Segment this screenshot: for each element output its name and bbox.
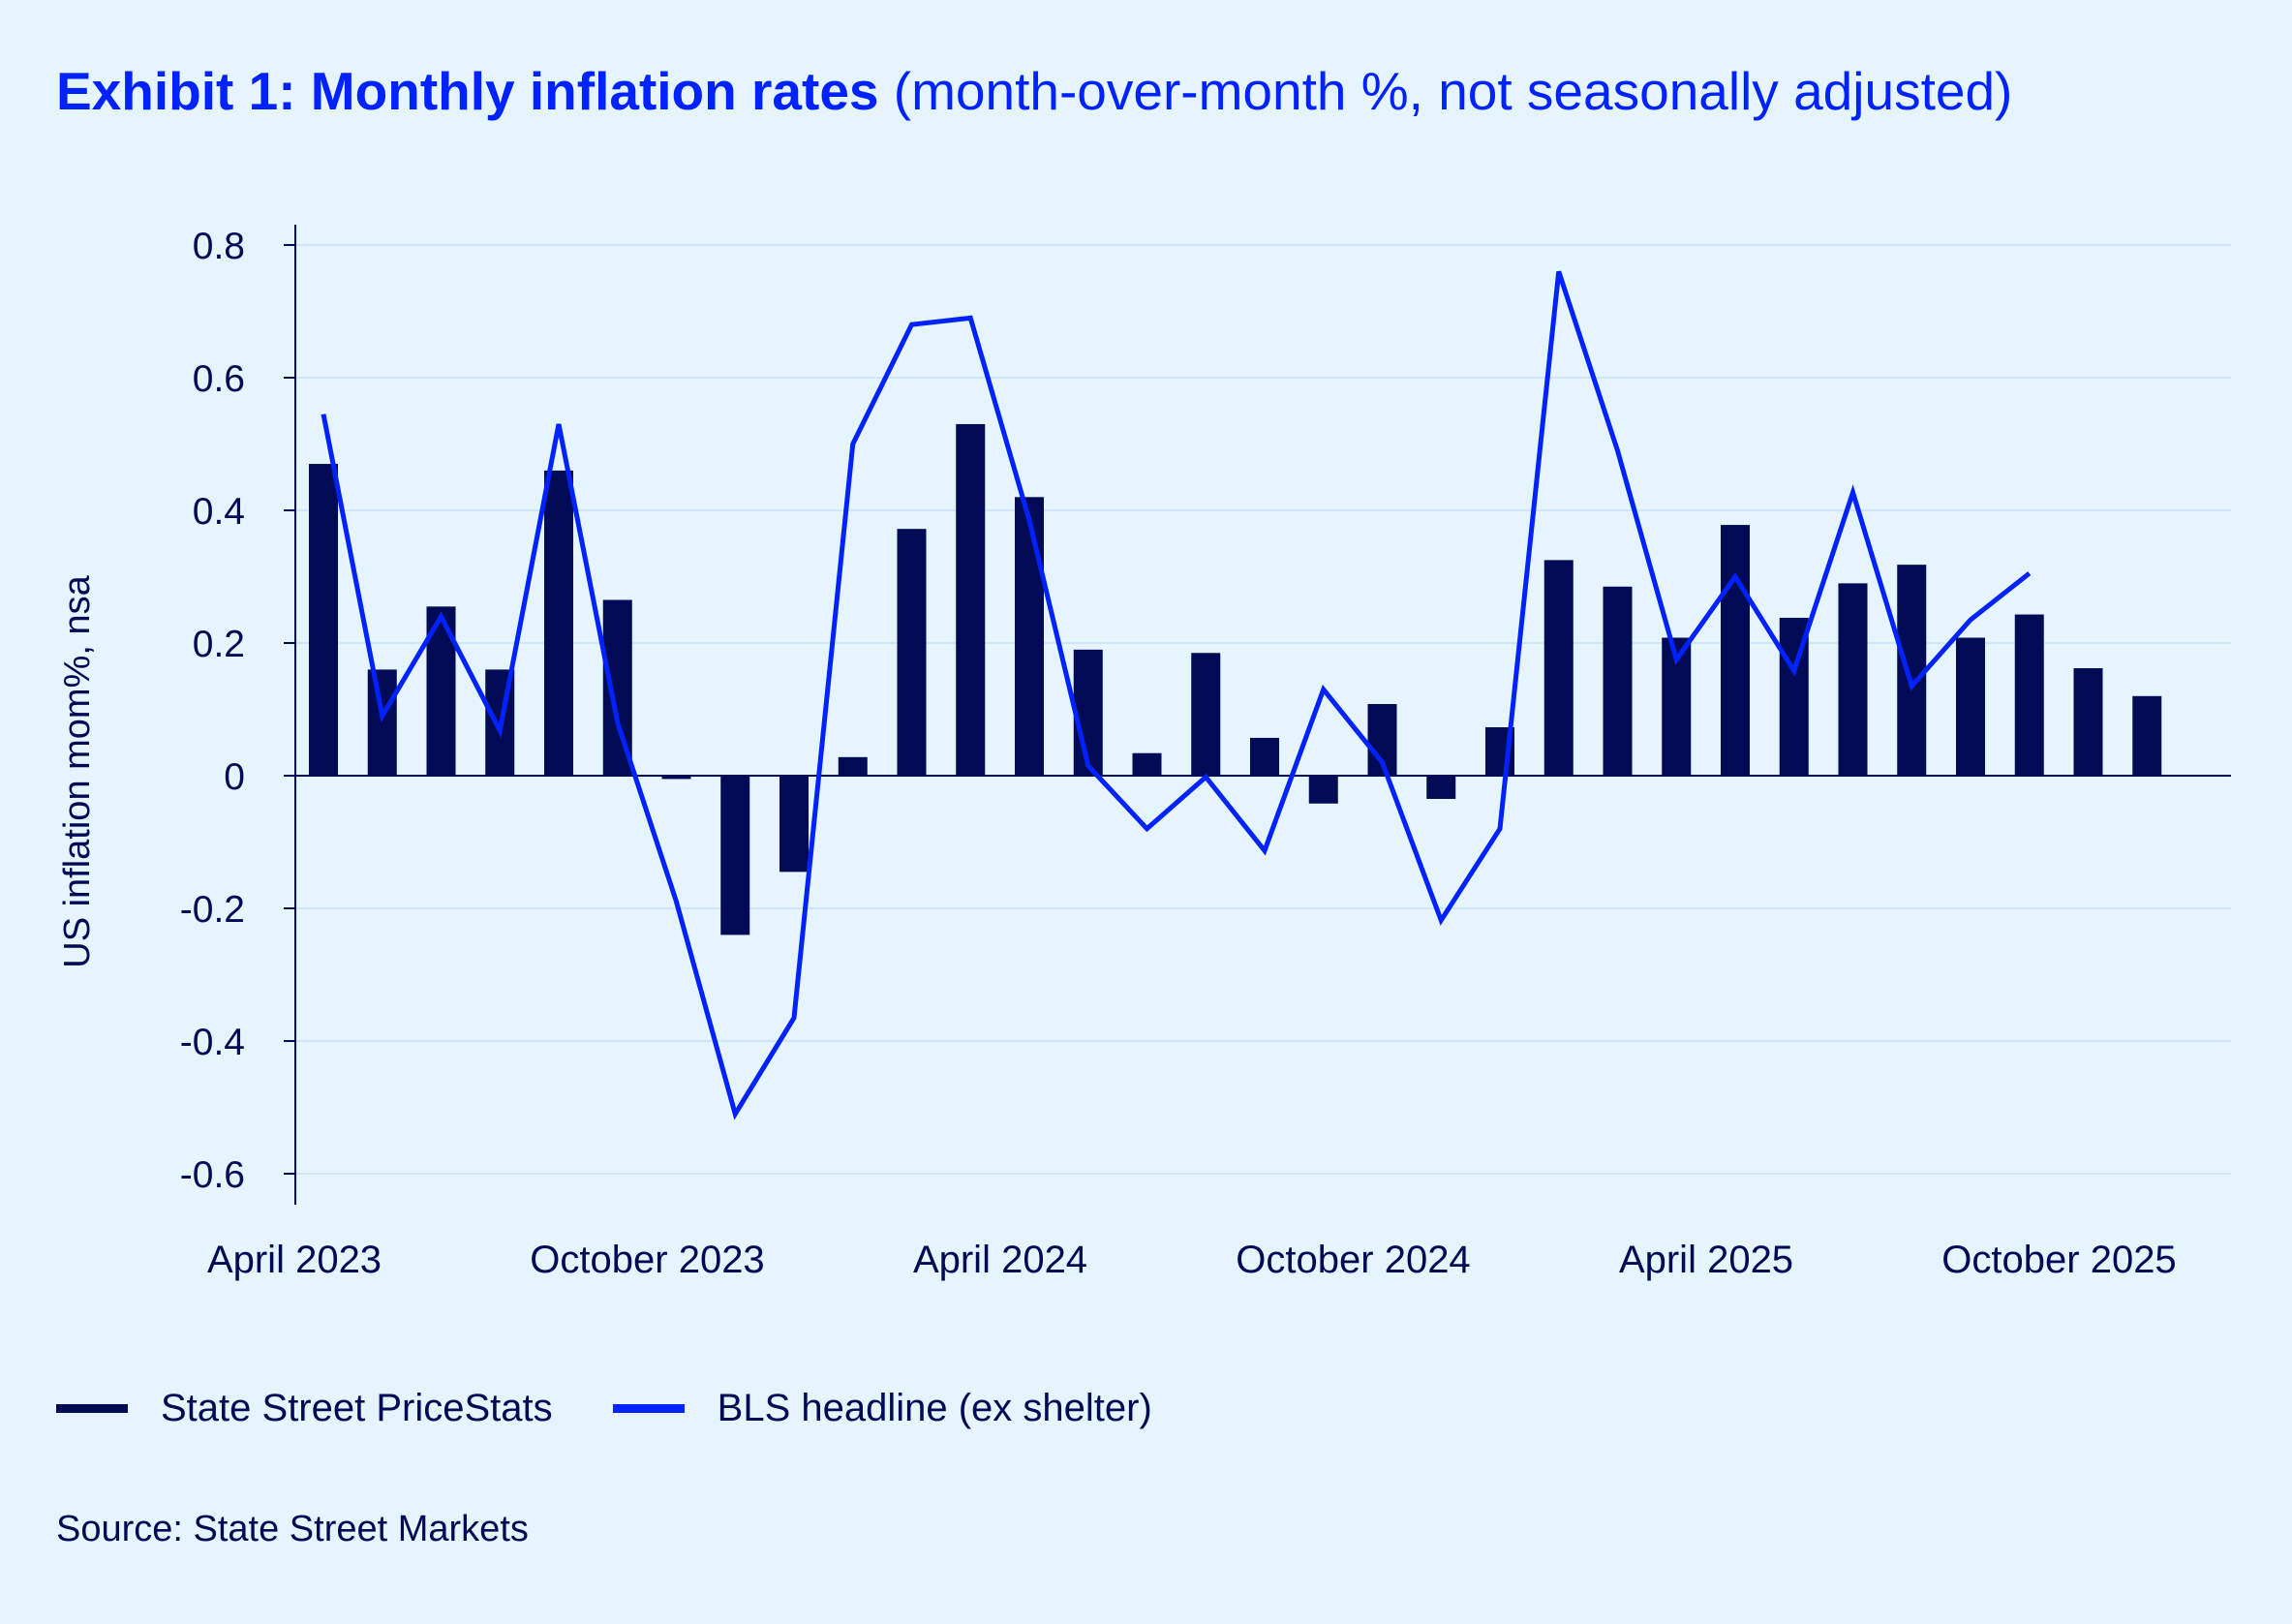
legend-swatch-bars [56,1404,128,1413]
legend-item-bls: BLS headline (ex shelter) [612,1387,1152,1430]
bar-apr-2023 [309,464,338,776]
bar-jan-2024 [838,756,868,776]
y-tick-label: -0.4 [180,1022,245,1063]
bar-jun-2025 [1838,583,1868,776]
bar-feb-2025 [1603,586,1633,776]
y-tick-label: 0.6 [193,358,245,400]
y-tick-label: 0.2 [193,624,245,665]
bar-nov-2023 [720,776,750,935]
y-axis-label: US inflation mom%, nsa [57,574,98,967]
bar-aug-2024 [1250,737,1279,776]
bar-sep-2025 [2014,614,2044,776]
bar-dec-2023 [779,776,809,873]
bar-jun-2024 [1132,752,1162,776]
bar-aug-2025 [1956,637,1985,776]
bar-oct-2025 [2073,668,2103,776]
bar-jul-2024 [1191,653,1221,776]
y-tick-label: 0 [224,756,245,798]
legend-label: BLS headline (ex shelter) [717,1387,1152,1429]
bar-feb-2024 [897,529,927,776]
y-tick-label: -0.2 [180,889,245,931]
bar-oct-2023 [661,776,691,780]
bar-may-2023 [367,669,397,776]
x-tick-label: October 2025 [1941,1239,2176,1281]
x-tick-label: April 2024 [913,1239,1087,1281]
chart-subtitle: (month-over-month %, not seasonally adju… [893,61,2013,121]
legend: State Street PriceStats BLS headline (ex… [56,1387,1212,1430]
x-tick-label: April 2023 [207,1239,382,1281]
source-note: Source: State Street Markets [56,1509,529,1549]
bar-apr-2024 [1015,497,1044,776]
bar-nov-2025 [2132,695,2162,776]
x-tick-label: October 2024 [1236,1239,1470,1281]
bar-sep-2024 [1308,776,1338,804]
chart-title: Exhibit 1: Monthly inflation rates (mont… [56,60,2012,122]
legend-item-pricestats: State Street PriceStats [56,1387,553,1430]
legend-swatch-line [612,1404,685,1413]
bar-apr-2025 [1721,525,1750,776]
bar-may-2024 [1073,649,1103,776]
chart-title-bold: Exhibit 1: Monthly inflation rates [56,61,879,121]
bar-jan-2025 [1543,560,1574,776]
y-tick-label: -0.6 [180,1154,245,1196]
bar-mar-2024 [956,423,986,776]
y-tick-label: 0.4 [193,491,245,533]
bls-line [321,270,2032,1120]
bar-nov-2024 [1426,776,1456,799]
x-tick-label: April 2025 [1619,1239,1793,1281]
legend-label: State Street PriceStats [161,1387,553,1429]
x-tick-label: October 2023 [530,1239,764,1281]
bar-jul-2025 [1897,565,1927,776]
bar-aug-2023 [544,470,573,776]
y-tick-label: 0.8 [193,226,245,267]
